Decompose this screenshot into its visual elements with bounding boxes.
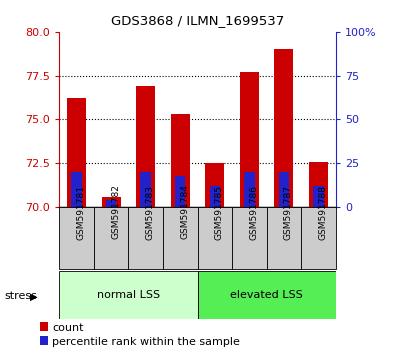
Bar: [275, 49, 293, 207]
Text: GSM591784: GSM591784: [180, 184, 189, 240]
Bar: [67, 98, 86, 207]
Bar: [309, 161, 328, 207]
Bar: [313, 186, 324, 207]
Bar: [301, 207, 336, 269]
Bar: [102, 196, 120, 207]
Bar: [210, 186, 220, 207]
Bar: [171, 114, 190, 207]
Bar: [94, 207, 128, 269]
Text: GSM591782: GSM591782: [111, 184, 120, 240]
Text: normal LSS: normal LSS: [97, 290, 160, 300]
Text: GSM591788: GSM591788: [318, 184, 327, 240]
Text: GSM591781: GSM591781: [77, 184, 86, 240]
Bar: [163, 207, 198, 269]
Bar: [205, 163, 224, 207]
Bar: [59, 271, 198, 319]
Bar: [106, 200, 116, 207]
Text: GSM591785: GSM591785: [215, 184, 224, 240]
Text: GDS3868 / ILMN_1699537: GDS3868 / ILMN_1699537: [111, 14, 284, 27]
Bar: [136, 86, 155, 207]
Bar: [279, 172, 289, 207]
Bar: [232, 207, 267, 269]
Bar: [240, 72, 259, 207]
Bar: [128, 207, 163, 269]
Bar: [244, 172, 254, 207]
Text: GSM591783: GSM591783: [146, 184, 155, 240]
Bar: [71, 172, 82, 207]
Text: GSM591786: GSM591786: [249, 184, 258, 240]
Bar: [198, 271, 336, 319]
Text: count: count: [52, 323, 84, 333]
Bar: [198, 207, 232, 269]
Bar: [141, 172, 151, 207]
Bar: [175, 176, 185, 207]
Bar: [59, 207, 94, 269]
Text: ▶: ▶: [30, 291, 38, 301]
Text: elevated LSS: elevated LSS: [230, 290, 303, 300]
Text: GSM591787: GSM591787: [284, 184, 293, 240]
Text: percentile rank within the sample: percentile rank within the sample: [52, 337, 240, 347]
Bar: [267, 207, 301, 269]
Text: stress: stress: [4, 291, 37, 301]
